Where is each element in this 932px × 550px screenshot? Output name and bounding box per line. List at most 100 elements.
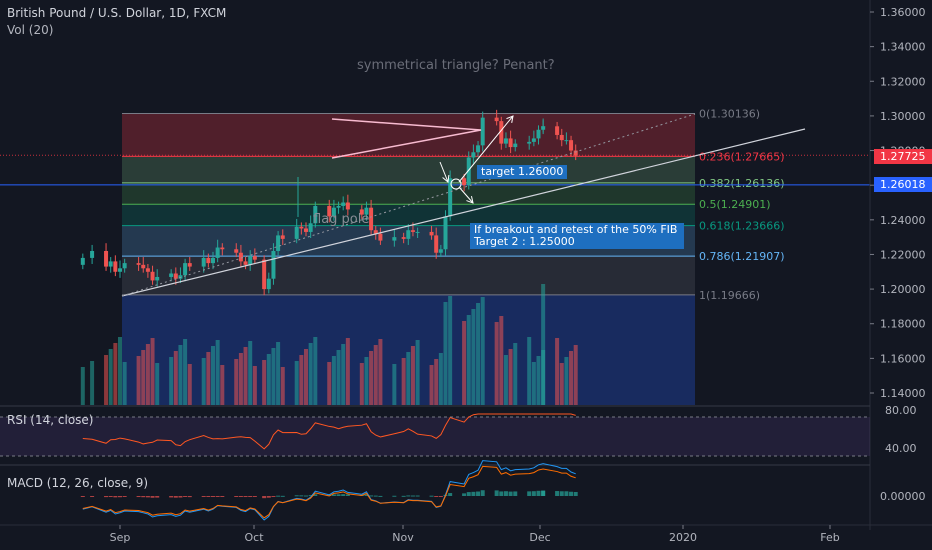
candle <box>266 272 271 294</box>
candle-body <box>406 230 411 239</box>
candle <box>364 201 369 221</box>
rsi-band <box>0 417 870 456</box>
candle <box>308 215 313 239</box>
fib-level-label: 1(1.19666) <box>699 289 760 302</box>
candle <box>262 255 267 296</box>
candle-body <box>369 207 374 231</box>
volume-bar <box>345 338 350 405</box>
macd-histogram-bar <box>564 491 569 496</box>
target2-line1: If breakout and retest of the 50% FIB <box>474 223 678 236</box>
volume-bar <box>155 363 160 405</box>
volume-bar <box>271 348 276 405</box>
candle <box>513 139 518 152</box>
volume-bar <box>406 352 411 405</box>
volume-bar <box>150 338 155 405</box>
candle <box>215 239 220 263</box>
volume-bar <box>304 349 308 405</box>
macd-histogram-bar <box>266 496 271 498</box>
candle-body <box>169 273 174 277</box>
fib-level-label: 0.786(1.21907) <box>699 250 785 263</box>
candle <box>503 132 508 148</box>
macd-histogram-bar <box>173 496 178 498</box>
volume-bar <box>378 339 383 405</box>
volume-bar <box>313 337 318 405</box>
candle <box>443 210 448 256</box>
hline-price-tag: 1.26018 <box>874 177 932 192</box>
volume-bar <box>415 340 420 405</box>
macd-histogram-bar <box>313 494 318 496</box>
volume-bar <box>276 342 281 405</box>
volume-bar <box>559 363 564 405</box>
candle <box>471 144 476 164</box>
volume-bar <box>569 351 574 405</box>
fib-level-label: 0.236(1.27665) <box>699 150 785 163</box>
volume-bar <box>327 362 332 405</box>
target1-label: target 1.26000 <box>477 165 568 179</box>
volume-bar <box>252 366 257 405</box>
candle-body <box>410 230 415 232</box>
candle-body <box>327 205 332 217</box>
candle-body <box>108 261 113 267</box>
volume-bar <box>448 296 453 405</box>
candle <box>401 232 406 244</box>
macd-histogram-bar <box>220 496 225 497</box>
candle-body <box>564 140 569 142</box>
macd-histogram-bar <box>448 493 453 496</box>
candle <box>378 227 383 245</box>
candle-body <box>331 207 336 217</box>
macd-histogram-bar <box>271 496 276 497</box>
candle <box>173 267 178 285</box>
macd-histogram-bar <box>136 496 141 498</box>
macd-histogram-bar <box>215 496 220 497</box>
rsi-tick-label: 40.00 <box>885 442 917 455</box>
candle <box>141 257 146 273</box>
macd-histogram-bar <box>466 492 471 496</box>
candle-body <box>183 263 188 276</box>
candle-body <box>280 235 285 239</box>
breakout-up-arrow-head <box>506 115 514 123</box>
candle-body <box>513 143 518 148</box>
candle-body <box>104 250 109 267</box>
macd-histogram-bar <box>406 495 411 497</box>
volume-bar <box>141 350 146 405</box>
volume-bar <box>503 355 508 405</box>
candle-body <box>429 231 434 236</box>
volume-bar <box>364 357 369 405</box>
candle-body <box>215 247 220 258</box>
candle <box>145 263 150 278</box>
macd-histogram-bar <box>211 496 215 497</box>
grid <box>0 0 871 530</box>
macd-histogram-bar <box>155 496 160 498</box>
volume-bar <box>541 284 546 405</box>
macd-histogram-bar <box>187 496 192 498</box>
volume-bar <box>308 343 313 405</box>
candle <box>136 257 141 271</box>
volume-bar <box>573 345 578 405</box>
time-axis: Sep Oct Nov Dec 2020 Feb <box>0 524 932 544</box>
retest-circle <box>450 178 462 190</box>
macd-histogram-bar <box>183 496 188 497</box>
candle <box>527 135 532 150</box>
volume-bar <box>169 357 174 405</box>
candle-body <box>304 228 308 232</box>
fib-level-label: 0.382(1.26136) <box>699 177 785 190</box>
macd-histogram-bar <box>104 496 109 498</box>
candle-body <box>150 271 155 281</box>
candle <box>234 243 239 258</box>
macd-histogram-bar <box>294 495 299 497</box>
candle-body <box>364 207 369 215</box>
macd-signal-line <box>82 465 576 519</box>
macd-histogram-bar <box>559 491 564 496</box>
macd-histogram-bar <box>536 490 541 496</box>
candle <box>80 253 85 270</box>
continuation-arrow <box>458 186 474 204</box>
volume-bar <box>341 344 346 405</box>
candle <box>462 173 467 192</box>
volume-bar <box>90 361 95 405</box>
rsi-line <box>82 413 576 450</box>
candle <box>183 258 188 282</box>
macd-histogram-bar <box>108 496 113 497</box>
candle <box>252 248 257 264</box>
candle-body <box>173 273 178 279</box>
